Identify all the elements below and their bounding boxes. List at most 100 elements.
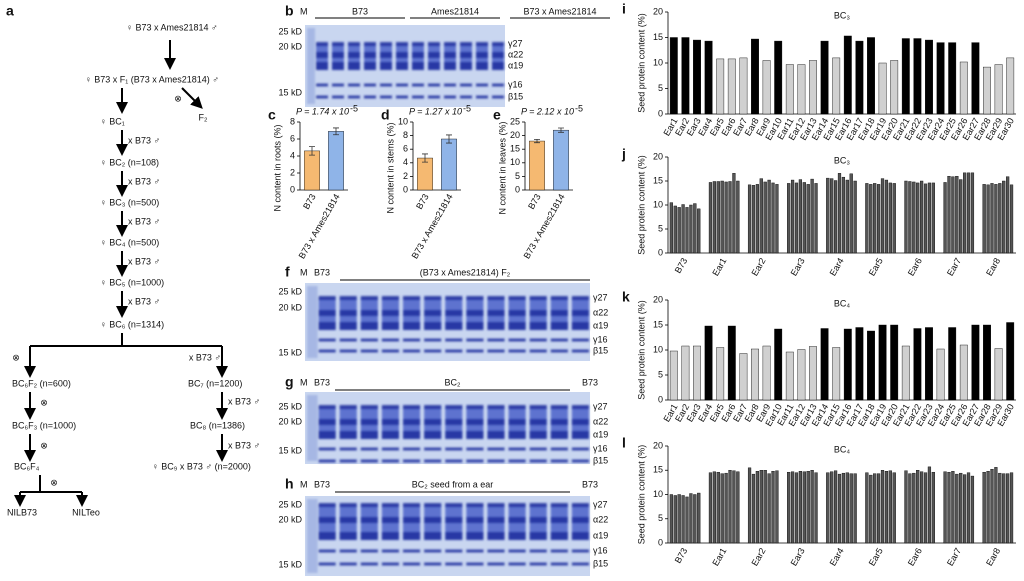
band — [403, 322, 421, 330]
bar — [912, 181, 916, 254]
band — [339, 431, 357, 439]
band-label: γ16 — [593, 334, 608, 344]
bar — [681, 345, 690, 401]
y-tick-label: 10 — [510, 157, 520, 167]
bar — [708, 472, 713, 544]
y-tick-label: 5 — [658, 369, 663, 379]
band — [360, 338, 378, 342]
band — [529, 549, 547, 553]
bar — [771, 182, 775, 254]
x-tick-label: B73 — [673, 256, 690, 275]
bar — [685, 496, 689, 544]
band-label: β15 — [593, 345, 608, 355]
band — [444, 42, 456, 46]
band — [396, 62, 408, 70]
bar — [948, 327, 957, 401]
band — [550, 447, 568, 451]
bar — [328, 131, 344, 191]
band — [403, 419, 421, 425]
band — [571, 431, 589, 439]
band — [476, 52, 488, 58]
marker-label: 25 kD — [278, 401, 302, 411]
bar — [966, 472, 971, 544]
band — [396, 42, 408, 46]
bar — [994, 467, 998, 544]
bar — [936, 348, 945, 401]
band — [339, 517, 357, 523]
bar — [697, 208, 701, 254]
band — [396, 95, 408, 99]
bar — [689, 493, 693, 544]
lane-label: B73 — [314, 267, 330, 277]
band — [428, 42, 440, 46]
band — [318, 549, 336, 553]
bar — [727, 58, 736, 115]
band — [381, 419, 399, 425]
bar — [724, 181, 728, 254]
marker-lane-label: M — [300, 6, 308, 16]
gel-bands — [307, 395, 589, 463]
band — [466, 549, 484, 553]
y-tick-label: 0 — [658, 394, 663, 404]
bar — [880, 178, 885, 254]
bar — [826, 177, 830, 254]
gel-bands — [307, 286, 589, 358]
bar — [948, 42, 957, 115]
bar — [797, 349, 806, 401]
bar — [890, 60, 899, 115]
bar — [736, 471, 740, 544]
y-tick-label: 15 — [510, 144, 520, 154]
error-bar — [558, 127, 564, 133]
y-axis-label: N content in leaves (%) — [497, 121, 507, 214]
bar — [697, 492, 701, 544]
band — [424, 532, 442, 540]
band — [508, 431, 526, 439]
marker-label: 20 kD — [278, 416, 302, 426]
band-label: α19 — [508, 60, 523, 70]
bar — [669, 202, 673, 254]
marker-lane — [307, 395, 318, 461]
panel-letter: i — [622, 1, 626, 17]
band — [445, 419, 463, 425]
band — [424, 447, 442, 451]
bar — [763, 181, 767, 254]
bar — [767, 179, 771, 254]
bar — [853, 473, 857, 544]
band — [445, 338, 463, 342]
bar — [1006, 176, 1010, 254]
branch — [20, 475, 82, 493]
bar — [553, 129, 569, 191]
band — [550, 419, 568, 425]
band — [381, 405, 399, 409]
bar — [925, 327, 933, 401]
node: ♀ BC₁ — [100, 116, 125, 126]
band — [424, 296, 442, 300]
panel-letter: d — [381, 107, 390, 123]
band — [412, 83, 424, 87]
x-tick-label: Ear7 — [945, 256, 963, 277]
node: BC₆F₂ (n=600) — [12, 378, 71, 388]
x-tick-label: Ear6 — [906, 546, 924, 567]
bar — [751, 185, 756, 254]
panel-letter: l — [622, 435, 626, 451]
chart-title: BC₄ — [834, 444, 851, 454]
bar — [1006, 57, 1015, 115]
bar — [912, 472, 916, 544]
y-tick-label: 15 — [653, 319, 663, 329]
band — [360, 447, 378, 451]
bar — [794, 472, 799, 544]
band — [381, 562, 399, 566]
band-label: γ27 — [508, 38, 523, 48]
bar — [878, 62, 887, 115]
bar — [920, 180, 924, 254]
bar — [759, 178, 763, 254]
band — [550, 310, 568, 316]
band — [445, 310, 463, 316]
band-label: α22 — [593, 307, 608, 317]
bar — [908, 181, 912, 254]
bar — [955, 175, 959, 254]
band — [381, 549, 399, 553]
y-axis-label: N content in stems (%) — [385, 122, 395, 213]
band — [492, 62, 504, 70]
band — [487, 431, 505, 439]
